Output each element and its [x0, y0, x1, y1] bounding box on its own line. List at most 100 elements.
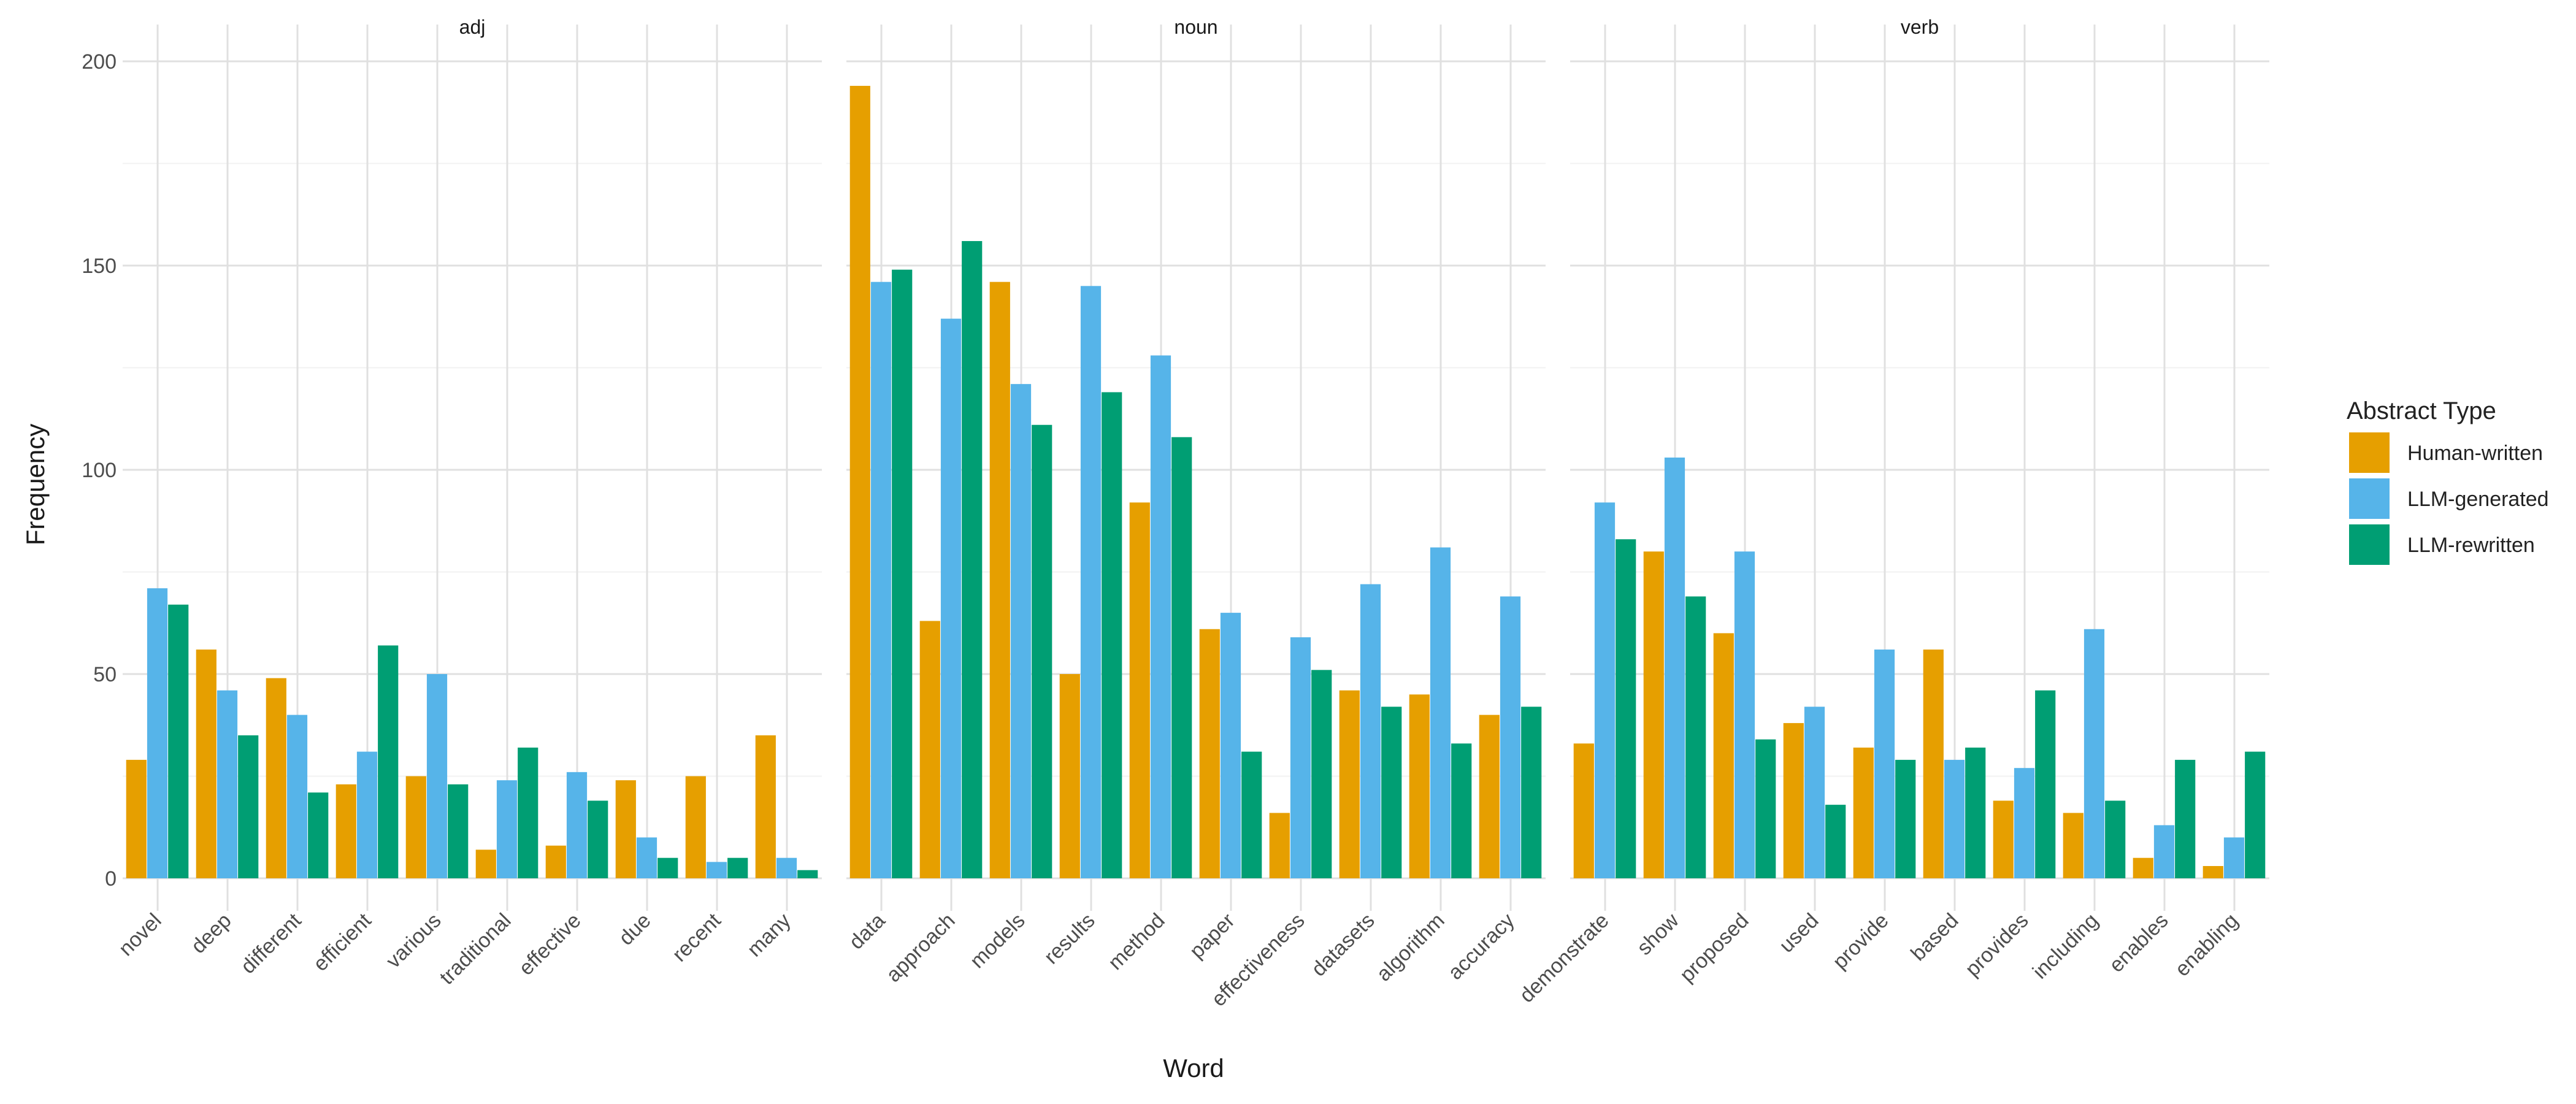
legend-title: Abstract Type — [2347, 397, 2496, 424]
bar — [989, 282, 1010, 878]
legend: Abstract Type Human-written LLM-generated… — [2347, 397, 2549, 565]
x-tick-label: provide — [1828, 909, 1893, 974]
bar — [1311, 670, 1332, 878]
bar — [797, 870, 818, 878]
bar — [2245, 751, 2266, 878]
bar — [126, 759, 147, 878]
bar — [1129, 502, 1150, 878]
bar — [496, 780, 518, 878]
bar — [196, 650, 217, 878]
x-tick-label: used — [1775, 909, 1823, 957]
bar — [776, 857, 797, 878]
bar — [1643, 551, 1664, 878]
bar — [1594, 502, 1616, 878]
bar — [2083, 629, 2105, 878]
bar — [1573, 743, 1594, 878]
bar — [1874, 650, 1895, 878]
bar — [1381, 707, 1402, 878]
bar — [475, 849, 496, 878]
x-tick-label: many — [743, 909, 795, 962]
y-tick-label: 150 — [82, 255, 117, 278]
bar — [870, 282, 892, 878]
bar — [1853, 747, 1874, 878]
bar — [238, 735, 259, 878]
bar — [266, 678, 286, 878]
bar — [727, 857, 748, 878]
bar — [168, 604, 189, 878]
bar — [2105, 800, 2126, 878]
x-tick-label: results — [1040, 909, 1100, 969]
y-tick-label: 100 — [82, 459, 117, 482]
x-tick-label: recent — [668, 908, 726, 966]
legend-label: LLM-generated — [2407, 488, 2549, 511]
x-tick-label: including — [2028, 909, 2103, 984]
y-tick-label: 0 — [105, 867, 117, 891]
bar — [1059, 674, 1080, 878]
bar — [706, 862, 727, 878]
bar — [2175, 759, 2196, 878]
legend-label: Human-written — [2407, 442, 2543, 465]
x-tick-label: based — [1906, 909, 1963, 965]
x-tick-label: demonstrate — [1515, 909, 1614, 1008]
bar — [919, 621, 940, 878]
x-tick-label: datasets — [1307, 909, 1379, 981]
bar — [1171, 437, 1192, 878]
bar — [1010, 384, 1032, 878]
bar — [1269, 813, 1290, 878]
bar — [962, 241, 983, 878]
bar — [308, 792, 329, 878]
x-tick-label: due — [615, 909, 656, 950]
bar — [1032, 424, 1052, 878]
bar — [1713, 633, 1734, 878]
bar — [588, 800, 608, 878]
bar — [518, 747, 539, 878]
bar — [2014, 768, 2035, 878]
bar — [1220, 613, 1241, 878]
bar — [1965, 747, 1986, 878]
bar — [1755, 739, 1776, 878]
x-tick-label: data — [845, 909, 890, 954]
x-axis-title: Word — [1163, 1054, 1224, 1083]
bar — [426, 674, 448, 878]
bar — [356, 751, 378, 878]
x-tick-label: effective — [515, 909, 586, 980]
x-tick-label: efficient — [309, 908, 376, 976]
x-tick-label: novel — [114, 909, 166, 960]
bar — [1825, 805, 1846, 878]
bar — [1993, 800, 2014, 878]
legend-swatch — [2349, 524, 2390, 565]
bar — [545, 845, 566, 878]
legend-label: LLM-rewritten — [2407, 534, 2535, 557]
x-tick-label: method — [1104, 909, 1170, 975]
x-tick-label: enables — [2105, 909, 2173, 977]
bar — [335, 784, 356, 878]
bar — [1102, 392, 1122, 878]
bar — [1804, 707, 1825, 878]
x-tick-label: deep — [186, 909, 236, 958]
bar-layer — [126, 85, 2266, 879]
bar — [1451, 743, 1472, 878]
x-tick-label: approach — [882, 909, 960, 987]
bar — [1409, 694, 1430, 878]
panel-title: adj — [459, 16, 486, 38]
bar — [2063, 813, 2083, 878]
bar — [1685, 596, 1706, 878]
bar — [405, 776, 426, 878]
bar — [1500, 596, 1521, 878]
x-tick-label: paper — [1185, 909, 1239, 963]
panel-title: noun — [1174, 16, 1217, 38]
bar — [147, 588, 168, 878]
bar — [1783, 723, 1804, 878]
x-tick-label: various — [381, 909, 445, 973]
bar — [940, 318, 962, 878]
x-tick-label: enabling — [2171, 909, 2243, 981]
bar — [1616, 539, 1636, 878]
x-tick-label: algorithm — [1372, 909, 1449, 986]
bar — [1521, 707, 1542, 878]
bar — [217, 690, 238, 878]
bar — [566, 772, 588, 878]
bar — [2133, 857, 2153, 878]
bar — [1734, 551, 1755, 878]
bar — [1664, 458, 1685, 878]
x-tick-label: different — [236, 908, 306, 978]
